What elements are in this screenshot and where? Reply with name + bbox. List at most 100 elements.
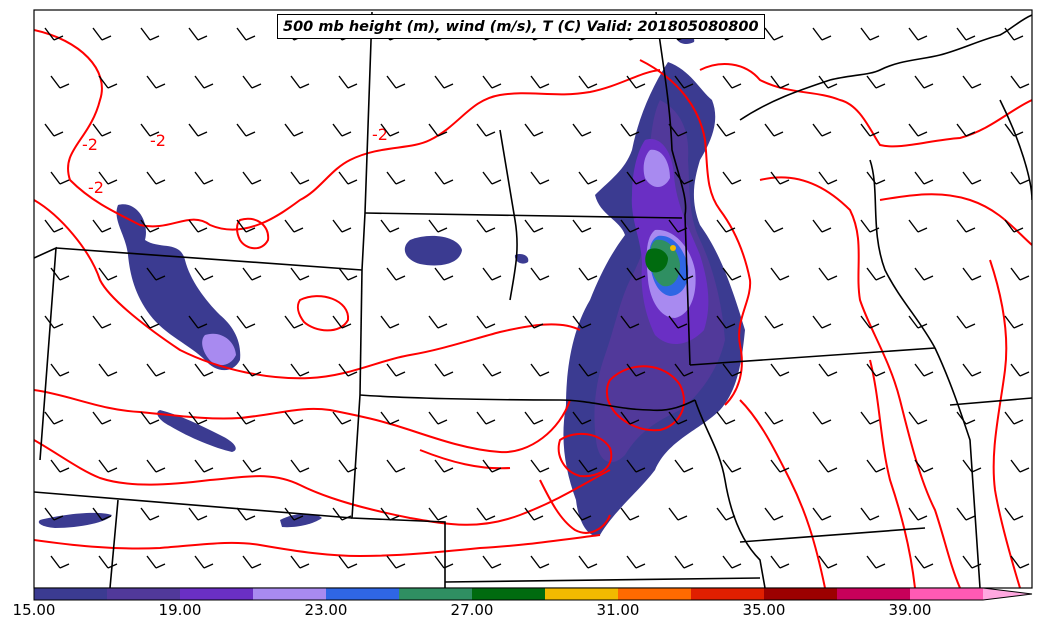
wind-barb: [1010, 171, 1030, 185]
wind-barb: [812, 123, 832, 137]
colorbar-tick-label: 19.00: [158, 601, 202, 619]
wind-barb: [380, 507, 400, 521]
wind-barb: [578, 75, 598, 89]
wind-barb: [956, 27, 976, 41]
wind-barb: [428, 123, 448, 137]
colorbar-tick-label: 35.00: [742, 601, 786, 619]
wind-barb: [962, 555, 982, 569]
wind-barb: [956, 507, 976, 521]
wind-barb: [716, 123, 736, 137]
wind-barb: [578, 459, 598, 473]
wind-barb: [962, 75, 982, 89]
wind-barb: [242, 267, 262, 281]
colorbar-tick-label: 23.00: [304, 601, 348, 619]
wind-barb: [386, 555, 406, 569]
wind-barb: [572, 123, 592, 137]
wind-barb: [482, 459, 502, 473]
wind-barb: [626, 459, 646, 473]
wind-barb: [290, 267, 310, 281]
temperature-contours: [34, 29, 1032, 588]
wind-barb: [188, 411, 208, 425]
wind-barb: [194, 171, 214, 185]
wind-barb: [476, 219, 496, 233]
wind-barb: [188, 123, 208, 137]
north-dakota-river: [499, 129, 518, 301]
wind-barb: [98, 555, 118, 569]
wind-barb: [716, 315, 736, 329]
wind-barb: [770, 555, 790, 569]
wind-barb: [434, 459, 454, 473]
wind-barb: [290, 555, 310, 569]
wind-barb: [50, 459, 70, 473]
colorbar-segment: [764, 588, 838, 600]
wind-barb: [914, 459, 934, 473]
wind-barb: [908, 27, 928, 41]
wind-barb: [242, 363, 262, 377]
wind-barb: [476, 315, 496, 329]
wind-barb: [338, 75, 358, 89]
wind-barb: [284, 507, 304, 521]
wind-barb: [962, 267, 982, 281]
colorbar-tick-label: 15.00: [12, 601, 56, 619]
ne-border-north: [359, 269, 363, 396]
wind-barb: [146, 75, 166, 89]
wind-barb: [380, 123, 400, 137]
contour-label: -2: [372, 125, 388, 144]
wind-barb: [98, 75, 118, 89]
colorbar-segment: [107, 588, 181, 600]
wind-barb: [530, 363, 550, 377]
wind-barb: [242, 459, 262, 473]
wind-barb: [482, 171, 502, 185]
wind-barb: [476, 123, 496, 137]
wind-barb: [194, 75, 214, 89]
wind-barb: [860, 219, 880, 233]
colorbar-segment: [545, 588, 619, 600]
wind-barb: [1010, 267, 1030, 281]
wind-barb: [956, 219, 976, 233]
wind-barb: [812, 315, 832, 329]
wind-barb: [50, 75, 70, 89]
wind-barb: [668, 315, 688, 329]
colorbar-segment: [326, 588, 400, 600]
wind-barb: [332, 507, 352, 521]
wind-barb: [242, 555, 262, 569]
wind-barb: [428, 507, 448, 521]
wind-barb: [674, 363, 694, 377]
wind-barb: [236, 507, 256, 521]
wind-barb: [866, 363, 886, 377]
wind-barb: [290, 363, 310, 377]
wind-barb: [338, 171, 358, 185]
wind-barb: [866, 555, 886, 569]
wind-barb: [572, 219, 592, 233]
wind-barb: [284, 411, 304, 425]
wind-barb: [860, 123, 880, 137]
wind-barb: [236, 315, 256, 329]
wind-barb: [332, 219, 352, 233]
wind-barb: [50, 171, 70, 185]
state-borders: [34, 11, 1032, 588]
wind-barb: [1010, 363, 1030, 377]
colorbar-tick-label: 27.00: [450, 601, 494, 619]
wind-barb: [1004, 27, 1024, 41]
wind-barb: [1004, 219, 1024, 233]
wind-barb: [50, 363, 70, 377]
wind-barb: [98, 267, 118, 281]
wind-barb: [98, 459, 118, 473]
wind-barb: [482, 555, 502, 569]
wind-barb: [434, 555, 454, 569]
wind-barb: [428, 315, 448, 329]
wind-barb: [956, 123, 976, 137]
wind-barb: [572, 315, 592, 329]
wind-barb: [626, 267, 646, 281]
ut-co-border: [109, 499, 119, 588]
wind-barb: [818, 555, 838, 569]
nd-sd-border: [364, 212, 683, 219]
wind-barb: [914, 171, 934, 185]
wind-barb: [332, 123, 352, 137]
wind-barb: [908, 411, 928, 425]
wind-barb: [92, 411, 112, 425]
colorbar-segment: [691, 588, 765, 600]
wind-barb: [818, 171, 838, 185]
wind-barb: [722, 555, 742, 569]
